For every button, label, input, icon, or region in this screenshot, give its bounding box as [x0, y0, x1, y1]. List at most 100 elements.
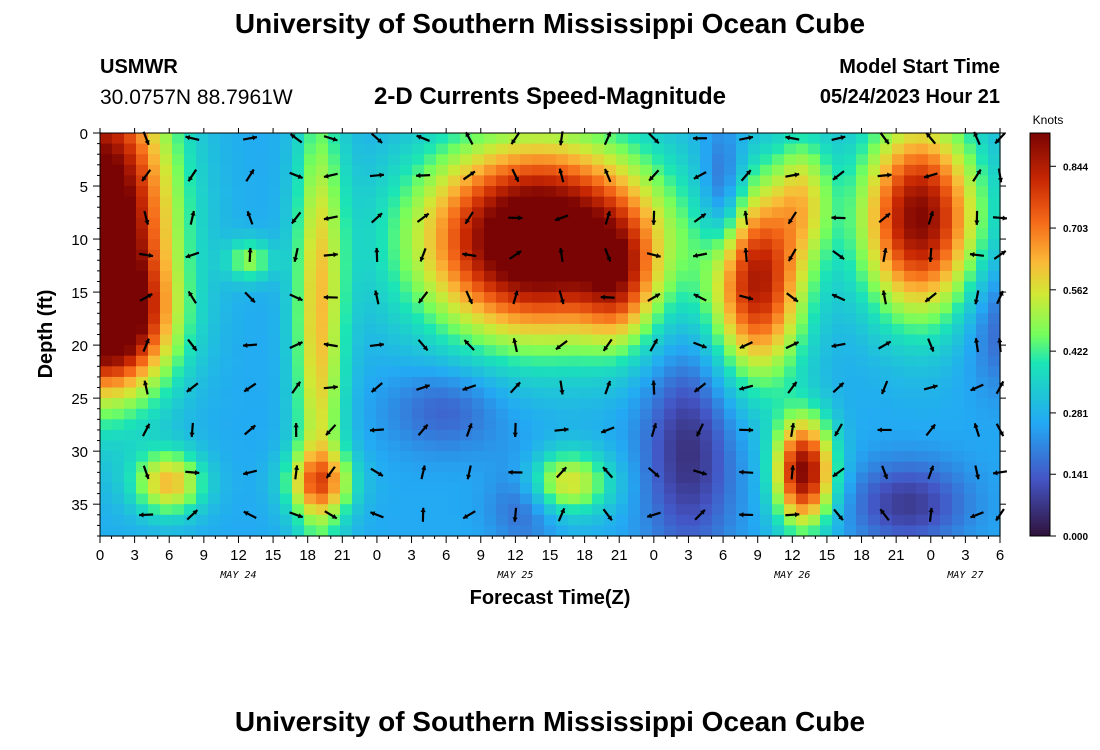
heatmap-cell [892, 302, 905, 314]
heatmap-cell [316, 408, 329, 420]
heatmap-cell [592, 525, 605, 537]
heatmap-cell [136, 398, 149, 410]
heatmap-cell [364, 164, 377, 177]
heatmap-cell [832, 302, 845, 314]
heatmap-cell [196, 302, 209, 314]
current-arrow [877, 172, 892, 178]
heatmap-cell [712, 313, 725, 325]
heatmap-cell [172, 334, 185, 346]
arrow-head [925, 297, 931, 302]
heatmap-cell [808, 154, 821, 166]
current-arrow [739, 469, 754, 475]
arrow-head [416, 172, 421, 179]
heatmap-cell [796, 154, 809, 166]
heatmap-cell [868, 260, 881, 272]
heatmap-cell [364, 366, 377, 378]
heatmap-cell [820, 398, 833, 410]
heatmap-cell [820, 164, 833, 177]
heatmap-cell [172, 196, 185, 208]
heatmap-cell [676, 175, 689, 187]
heatmap-cell [952, 154, 965, 166]
heatmap-cell [520, 429, 533, 442]
heatmap-cell [316, 482, 329, 495]
heatmap-cell [568, 154, 581, 166]
heatmap-cell [712, 186, 725, 198]
heatmap-cell [736, 302, 749, 314]
heatmap-cell [508, 440, 521, 452]
station-coordinates: 30.0757N 88.7961W [100, 86, 293, 109]
heatmap-cell [136, 302, 149, 314]
heatmap-cell [160, 313, 173, 325]
heatmap-cell [940, 514, 953, 526]
heatmap-cell [112, 376, 125, 389]
heatmap-cell [532, 408, 545, 420]
heatmap-cell [280, 334, 293, 346]
heatmap-cell [184, 260, 197, 272]
heatmap-cell [160, 270, 173, 283]
current-arrow [291, 381, 302, 394]
heatmap-cell [172, 408, 185, 420]
heatmap-cell [652, 493, 665, 505]
heatmap-cell [472, 239, 485, 251]
heatmap-cell [628, 345, 641, 357]
heatmap-cell [256, 217, 269, 230]
heatmap-cell [988, 376, 1001, 389]
heatmap-cell [112, 366, 125, 378]
heatmap-cell [940, 451, 953, 463]
heatmap-cell [244, 472, 257, 484]
heatmap-cell [904, 186, 917, 198]
heatmap-cell [832, 514, 845, 526]
heatmap-cell [424, 345, 437, 357]
heatmap-cell [784, 239, 797, 251]
current-arrow [602, 508, 613, 522]
heatmap-cell [112, 334, 125, 346]
current-arrow [370, 132, 383, 144]
heatmap-cell [580, 154, 593, 166]
heatmap-cell [928, 207, 941, 219]
heatmap-cell [376, 186, 389, 198]
heatmap-cell [688, 472, 701, 484]
arrow-head [999, 381, 1004, 387]
current-arrow [371, 212, 383, 224]
heatmap-cell [700, 525, 713, 537]
heatmap-cell [640, 186, 653, 198]
heatmap-cell [892, 387, 905, 399]
heatmap-cell [748, 387, 761, 399]
heatmap-cell [772, 429, 785, 442]
current-arrow [648, 169, 660, 182]
heatmap-cell [736, 398, 749, 410]
heatmap-cell [712, 408, 725, 420]
heatmap-cell [124, 398, 137, 410]
heatmap-cell [964, 408, 977, 420]
heatmap-cell [928, 355, 941, 367]
heatmap-cell [676, 525, 689, 537]
heatmap-cell [628, 143, 641, 155]
heatmap-cell [232, 217, 245, 230]
heatmap-cell [568, 249, 581, 261]
current-arrow [974, 210, 980, 225]
heatmap-cell [724, 493, 737, 505]
heatmap-cell [976, 133, 989, 145]
heatmap-cell [556, 239, 569, 251]
heatmap-cell [580, 440, 593, 452]
heatmap-cell [184, 366, 197, 378]
heatmap-cell [136, 355, 149, 367]
heatmap-cell [916, 525, 929, 537]
current-arrow [878, 340, 892, 350]
heatmap-cell [244, 260, 257, 272]
heatmap-cell [544, 228, 557, 240]
arrow-head [693, 135, 698, 141]
heatmap-cell [856, 334, 869, 346]
heatmap-cell [484, 196, 497, 208]
heatmap-cell [484, 260, 497, 272]
heatmap-cell [496, 143, 509, 155]
heatmap-cell [580, 366, 593, 378]
heatmap-cell [196, 164, 209, 177]
current-arrow [370, 382, 383, 393]
heatmap-cell [940, 345, 953, 357]
heatmap-cell [532, 376, 545, 389]
heatmap-cell [712, 355, 725, 367]
heatmap-cell [736, 207, 749, 219]
heatmap-cell [340, 408, 353, 420]
arrow-head [881, 290, 887, 296]
